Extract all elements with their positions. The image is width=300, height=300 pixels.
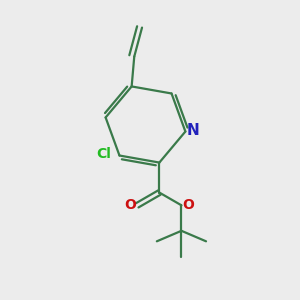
Text: N: N <box>187 122 199 137</box>
Text: O: O <box>182 198 194 212</box>
Text: O: O <box>125 198 136 212</box>
Text: Cl: Cl <box>96 147 111 161</box>
